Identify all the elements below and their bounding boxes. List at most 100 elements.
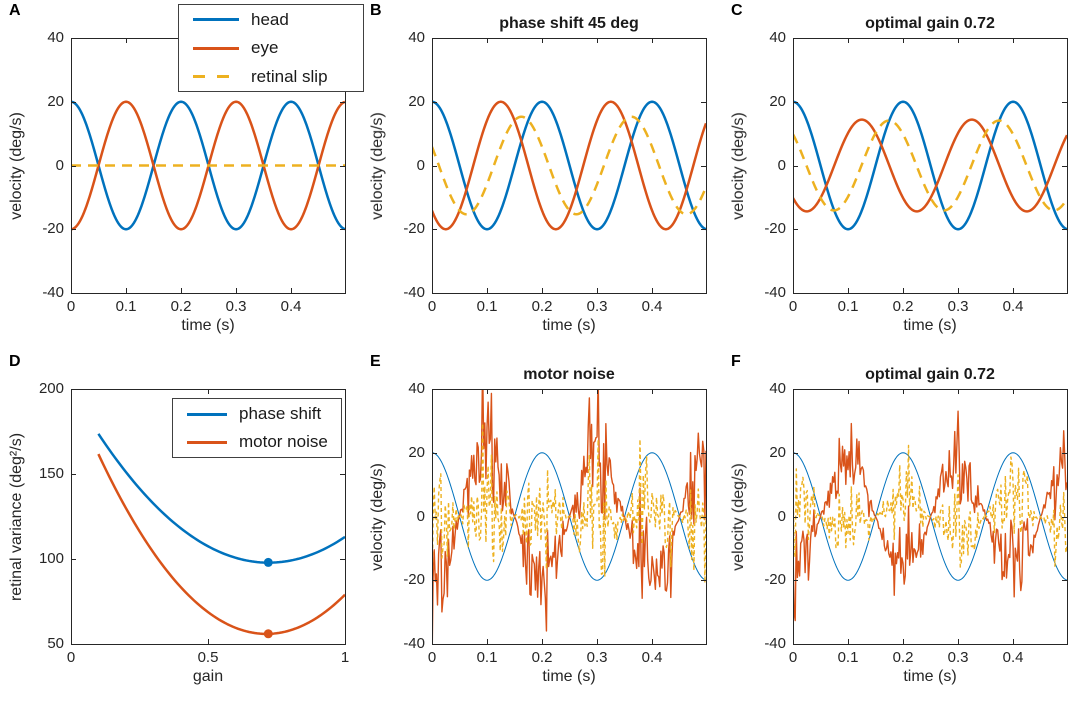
y-tick-label: -20 [403, 220, 425, 238]
x-tick-label: 0.1 [476, 649, 498, 666]
y-axis-label-D: retinal variance (deg²/s) [8, 432, 25, 602]
x-tick-label: 0.4 [641, 649, 663, 666]
y-tick-label: 0 [777, 156, 786, 174]
legend-label: retinal slip [251, 66, 328, 86]
y-tick-label: 200 [38, 380, 64, 397]
y-tick-label: 20 [408, 443, 425, 461]
y-tick-label: -20 [42, 220, 64, 238]
x-tick-label: 0.4 [280, 298, 302, 315]
panel-B: B phase shift 45 deg velocity (deg/s) ti… [361, 0, 722, 351]
x-tick-label: 0.3 [947, 298, 969, 315]
legend-entry: head [179, 6, 363, 34]
x-axis-label-F: time (s) [903, 668, 957, 685]
x-tick-label: 0.2 [531, 298, 553, 315]
y-tick-label: 20 [408, 92, 425, 110]
y-tick-label: 100 [38, 550, 64, 567]
x-tick-label: 0.3 [225, 298, 247, 315]
y-tick-label: -20 [764, 571, 786, 589]
panel-letter-D: D [9, 353, 21, 370]
plot-canvas-F [722, 351, 1083, 702]
legend-label: head [251, 9, 289, 29]
x-tick-label: 0.2 [531, 649, 553, 666]
x-tick-label: 0.4 [641, 298, 663, 315]
y-tick-label: 20 [47, 92, 64, 110]
x-tick-label: 0 [427, 649, 437, 666]
panel-E: E motor noise velocity (deg/s) time (s) … [361, 351, 722, 702]
x-tick-label: 0 [788, 298, 798, 315]
y-tick-label: 40 [47, 29, 64, 46]
y-tick-label: 20 [769, 92, 786, 110]
x-axis-label-D: gain [192, 668, 224, 685]
x-tick-label: 0.1 [837, 298, 859, 315]
y-tick-label: 50 [47, 635, 64, 652]
plot-canvas-B [361, 0, 722, 351]
y-tick-label: 40 [769, 29, 786, 46]
x-tick-label: 0.3 [947, 649, 969, 666]
y-tick-label: -40 [764, 635, 786, 652]
x-tick-label: 0.4 [1002, 298, 1024, 315]
panel-letter-F: F [731, 353, 741, 370]
x-axis-label-E: time (s) [542, 668, 596, 685]
legend: head eye retinal slip [178, 4, 364, 92]
panel-letter-A: A [9, 2, 21, 19]
panel-C: C optimal gain 0.72 velocity (deg/s) tim… [722, 0, 1083, 351]
legend-entry: phase shift [173, 401, 341, 427]
y-tick-label: -40 [42, 284, 64, 301]
legend-entry: eye [179, 34, 363, 62]
x-axis-label-C: time (s) [903, 317, 957, 334]
y-tick-label: 0 [416, 156, 425, 174]
panel-title-E: motor noise [523, 366, 615, 383]
legend-line-sample [193, 46, 239, 50]
panel-A: A velocity (deg/s) time (s) 0 0.1 0.2 0.3 0.… [0, 0, 364, 351]
x-tick-label: 0.2 [892, 298, 914, 315]
x-tick-label: 0.1 [837, 649, 859, 666]
panel-title-B: phase shift 45 deg [499, 15, 639, 32]
x-tick-label: 0.3 [586, 649, 608, 666]
legend-entry: motor noise [173, 429, 341, 455]
y-tick-label: -40 [403, 635, 425, 652]
x-tick-label: 0.4 [1002, 649, 1024, 666]
y-tick-label: 0 [416, 507, 425, 525]
legend-entry: retinal slip [179, 63, 363, 91]
panel-title-F: optimal gain 0.72 [865, 366, 995, 383]
y-tick-label: 0 [55, 156, 64, 174]
y-tick-label: 40 [408, 29, 425, 46]
legend-label: phase shift [239, 404, 322, 423]
legend-line-sample [193, 75, 239, 78]
panel-letter-E: E [370, 353, 381, 370]
y-tick-label: -40 [403, 284, 425, 301]
x-axis-label-A: time (s) [181, 317, 235, 334]
y-tick-label: -40 [764, 284, 786, 301]
x-tick-label: 1 [340, 649, 350, 666]
x-tick-label: 0.5 [197, 649, 219, 666]
y-tick-label: 40 [408, 380, 425, 397]
y-tick-label: -20 [403, 571, 425, 589]
panel-title-C: optimal gain 0.72 [865, 15, 995, 32]
y-tick-label: 0 [777, 507, 786, 525]
panel-F: F optimal gain 0.72 velocity (deg/s) tim… [722, 351, 1083, 702]
y-tick-label: 20 [769, 443, 786, 461]
plot-canvas-C [722, 0, 1083, 351]
legend-label: motor noise [239, 432, 328, 451]
x-tick-label: 0.1 [115, 298, 137, 315]
panel-letter-C: C [731, 2, 743, 19]
legend-label: eye [251, 38, 279, 57]
x-tick-label: 0.2 [892, 649, 914, 666]
x-tick-label: 0.1 [476, 298, 498, 315]
x-tick-label: 0 [66, 649, 76, 666]
x-tick-label: 0 [66, 298, 76, 315]
x-axis-label-B: time (s) [542, 317, 596, 334]
x-tick-label: 0.2 [170, 298, 192, 315]
panel-D: D retinal variance (deg²/s) gain 0 0.5 1 50… [0, 351, 361, 702]
legend-line-sample [187, 440, 227, 444]
plot-canvas-E [361, 351, 722, 702]
legend-line-sample [193, 18, 239, 21]
x-tick-label: 0.3 [586, 298, 608, 315]
y-tick-label: -20 [764, 220, 786, 238]
y-tick-label: 40 [769, 380, 786, 397]
panel-letter-B: B [370, 2, 382, 19]
legend-line-sample [187, 412, 227, 416]
legend: phase shift motor noise [172, 398, 342, 458]
x-tick-label: 0 [788, 649, 798, 666]
